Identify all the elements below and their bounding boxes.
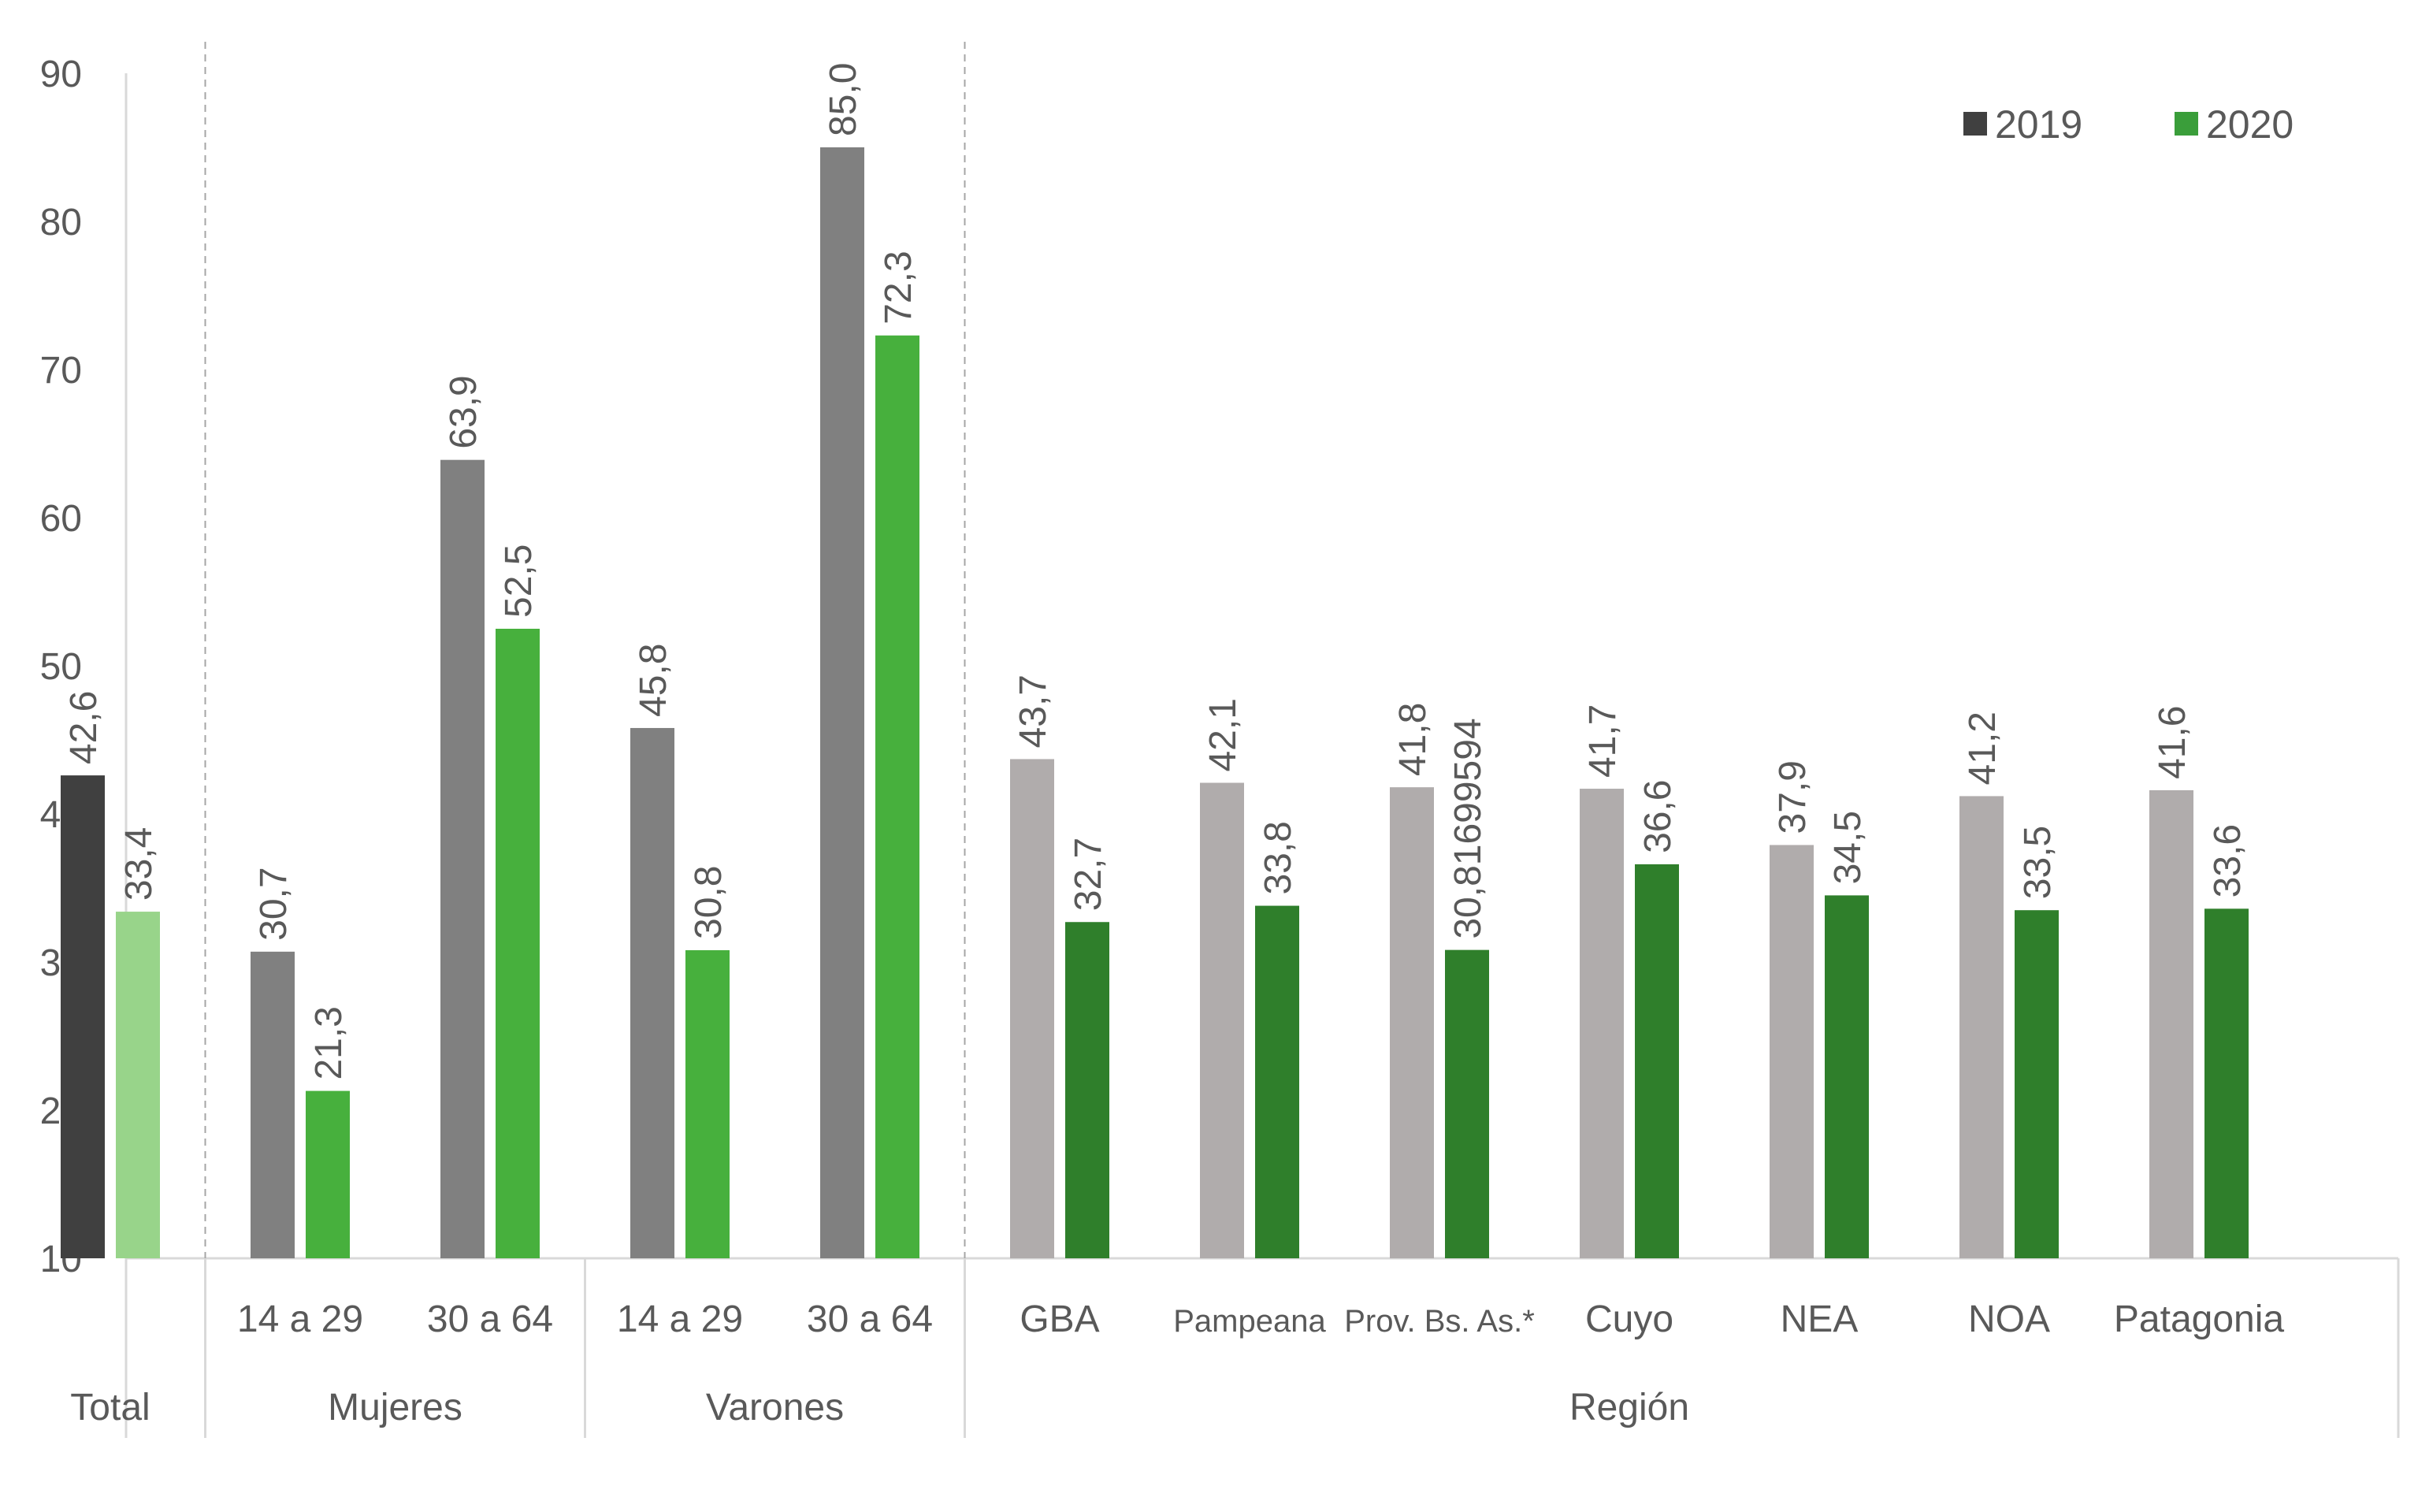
bar-2020 <box>875 335 919 1258</box>
y-tick-label: 80 <box>40 202 82 243</box>
legend-label: 2020 <box>2206 102 2294 147</box>
category-label: 14 a 29 <box>617 1298 743 1340</box>
bar-2020 <box>1635 864 1679 1258</box>
category-label: Pampeana <box>1173 1304 1326 1339</box>
bar-2019 <box>820 147 864 1258</box>
bar-2019 <box>1390 787 1434 1258</box>
y-tick-label: 50 <box>40 646 82 688</box>
group-label: Región <box>1569 1387 1689 1428</box>
data-label: 33,5 <box>2017 826 2059 899</box>
data-label: 34,5 <box>1827 811 1869 884</box>
group-label: Total <box>70 1387 150 1428</box>
y-tick-label: 60 <box>40 498 82 540</box>
legend-label: 2019 <box>1995 102 2082 147</box>
data-label: 30,81699594 <box>1447 718 1489 938</box>
bar-2020 <box>2204 908 2249 1258</box>
data-label: 41,2 <box>1962 711 2004 785</box>
bar-2019 <box>251 951 295 1258</box>
data-label: 41,6 <box>2152 705 2193 778</box>
bar-2019 <box>1959 796 2004 1258</box>
legend-swatch <box>2175 112 2198 136</box>
category-label: 30 a 64 <box>427 1298 553 1340</box>
data-label: 33,4 <box>118 827 160 901</box>
bar-2019 <box>2149 789 2193 1258</box>
category-label: 30 a 64 <box>807 1298 933 1340</box>
data-label: 32,7 <box>1068 838 1109 911</box>
group-label: Varones <box>706 1387 844 1428</box>
bar-2020 <box>2015 910 2059 1258</box>
bar-2019 <box>1580 789 1624 1258</box>
bar-2020 <box>306 1090 350 1258</box>
bar-2019 <box>440 459 485 1258</box>
y-tick-label: 90 <box>40 54 82 95</box>
category-label: 14 a 29 <box>237 1298 363 1340</box>
data-label: 33,6 <box>2207 824 2249 897</box>
category-label: NOA <box>1968 1298 2050 1340</box>
bar-2020 <box>1255 905 1299 1258</box>
y-tick-label: 70 <box>40 350 82 392</box>
bar-2020 <box>496 629 540 1258</box>
data-label: 72,3 <box>878 251 919 324</box>
bar-2020 <box>1825 895 1869 1258</box>
data-label: 30,8 <box>688 866 730 939</box>
legend-swatch <box>1963 112 1987 136</box>
data-label: 43,7 <box>1012 674 1054 748</box>
bar-2019 <box>61 775 105 1258</box>
data-label: 42,1 <box>1202 698 1244 771</box>
bar-2020 <box>116 912 160 1258</box>
bar-2020 <box>1445 949 1489 1258</box>
data-label: 63,9 <box>443 375 485 448</box>
data-label: 85,0 <box>823 63 864 136</box>
category-label: Patagonia <box>2114 1298 2284 1340</box>
bar-2020 <box>685 949 730 1258</box>
bar-2019 <box>630 727 674 1258</box>
data-label: 36,6 <box>1637 779 1679 853</box>
category-label: NEA <box>1781 1298 1859 1340</box>
data-label: 21,3 <box>308 1006 350 1079</box>
data-label: 52,5 <box>498 544 540 618</box>
category-label: GBA <box>1020 1298 1099 1340</box>
category-label: Prov. Bs. As.* <box>1344 1304 1535 1339</box>
data-label: 37,9 <box>1772 760 1814 834</box>
data-label: 33,8 <box>1257 821 1299 894</box>
data-label: 41,8 <box>1392 703 1434 776</box>
group-label: Mujeres <box>328 1387 462 1428</box>
data-label: 30,7 <box>253 867 295 940</box>
category-label: Cuyo <box>1585 1298 1673 1340</box>
bar-2020 <box>1065 922 1109 1258</box>
data-label: 41,7 <box>1582 704 1624 778</box>
bar-2019 <box>1770 845 1814 1258</box>
bar-2019 <box>1010 759 1054 1258</box>
data-label: 45,8 <box>633 644 674 717</box>
data-label: 42,6 <box>63 691 105 764</box>
bar-2019 <box>1200 782 1244 1258</box>
